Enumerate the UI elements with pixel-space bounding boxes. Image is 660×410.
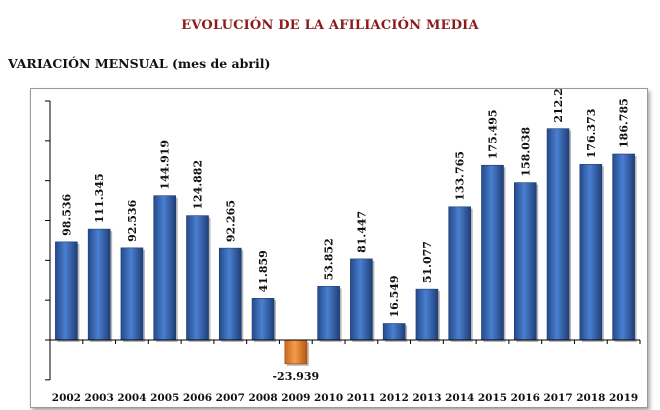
bar-2015 (481, 164, 504, 341)
data-label-2004: 92.536 (126, 199, 139, 241)
x-tick-label-2006: 2006 (183, 392, 212, 404)
bar-2012 (382, 323, 406, 341)
bar-2017 (546, 128, 570, 341)
data-label-2016: 158.038 (519, 127, 532, 177)
data-label-2002: 98.536 (60, 193, 73, 235)
x-tick-label-2015: 2015 (478, 392, 507, 404)
bar-2005 (153, 195, 177, 341)
chart-title: EVOLUCIÓN DE LA AFILIACIÓN MEDIA (181, 18, 479, 33)
bar-2016 (513, 182, 537, 341)
data-label-2010: 53.852 (323, 238, 336, 280)
x-tick-label-2018: 2018 (576, 392, 605, 404)
bar-2014 (448, 206, 472, 341)
x-tick-label-2014: 2014 (445, 392, 474, 404)
x-tick-label-2012: 2012 (380, 392, 409, 404)
data-label-2008: 41.859 (257, 250, 270, 292)
x-tick-label-2010: 2010 (314, 392, 343, 404)
data-label-2009: -23.939 (272, 370, 319, 383)
bar-2010 (317, 286, 340, 341)
x-axis (49, 339, 641, 344)
data-label-2017: 212.216 (552, 88, 565, 123)
bar-2009 (284, 339, 308, 365)
bar-2008 (251, 298, 275, 341)
data-label-2012: 16.549 (388, 275, 401, 317)
x-tick-label-2004: 2004 (117, 392, 146, 404)
y-axis (45, 100, 51, 381)
data-label-2019: 186.785 (618, 98, 631, 148)
bar-2003 (87, 228, 111, 341)
bar-2019 (612, 153, 635, 341)
x-tick-label-2013: 2013 (412, 392, 441, 404)
x-tick-label-2019: 2019 (609, 392, 638, 404)
x-tick-label-2017: 2017 (543, 392, 572, 404)
x-tick-label-2002: 2002 (52, 392, 81, 404)
bar-2004 (120, 247, 144, 341)
data-label-2005: 144.919 (159, 140, 172, 190)
category-labels: 2002 2003 2004 2005 2006 2007 2008 2009 2010 2011… (52, 392, 638, 404)
data-label-2003: 111.345 (93, 173, 106, 223)
bar-2011 (350, 258, 373, 341)
x-tick-label-2003: 2003 (85, 392, 114, 404)
x-tick-label-2011: 2011 (347, 392, 376, 404)
bar-2013 (415, 288, 439, 341)
data-label-2013: 51.077 (421, 241, 434, 283)
x-tick-label-2005: 2005 (150, 392, 179, 404)
chart-subtitle: VARIACIÓN MENSUAL (mes de abril) (8, 56, 271, 71)
x-tick-label-2007: 2007 (216, 392, 245, 404)
data-labels: 98.536 111.345 92.536 144.919 124.882 92.265 4… (60, 88, 630, 383)
x-tick-label-2016: 2016 (511, 392, 540, 404)
data-label-2018: 176.373 (585, 109, 598, 159)
x-tick-label-2009: 2009 (281, 392, 310, 404)
bar-2007 (218, 247, 242, 341)
bar-2006 (186, 215, 209, 341)
data-label-2007: 92.265 (224, 200, 237, 242)
bars (55, 128, 637, 366)
data-label-2011: 81.447 (355, 211, 368, 253)
data-label-2006: 124.882 (192, 160, 205, 210)
data-label-2014: 133.765 (454, 151, 467, 201)
data-label-2015: 175.495 (487, 109, 500, 159)
bar-chart: 98.536 111.345 92.536 144.919 124.882 92.265 4… (45, 88, 641, 404)
bar-2018 (579, 164, 603, 341)
bar-2002 (55, 241, 78, 341)
x-tick-label-2008: 2008 (248, 392, 277, 404)
